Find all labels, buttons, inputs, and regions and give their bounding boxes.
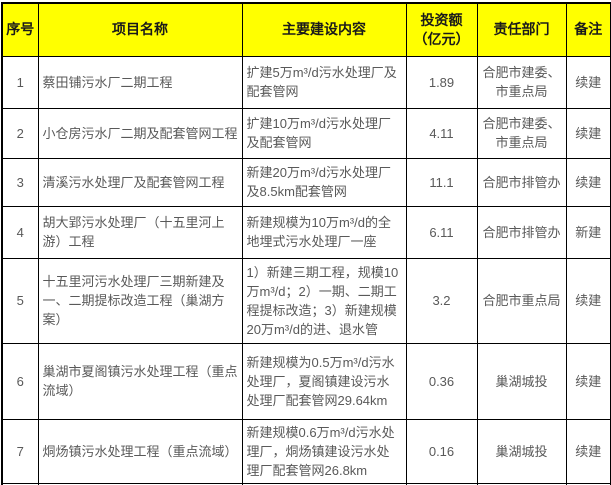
table-row: 3 清溪污水处理厂及配套管网工程 新建20万m³/d污水处理厂及8.5km配套管… (1, 157, 611, 207)
cell-project-name: 烔炀镇污水处理工程（重点流域） (37, 418, 243, 484)
cell-index: 4 (1, 205, 39, 259)
cell-remark: 续建 (565, 157, 611, 207)
table-row: 2 小仓房污水厂二期及配套管网工程 扩建10万m³/d污水处理厂及配套管网 4.… (1, 107, 611, 159)
cell-remark: 续建 (565, 418, 611, 484)
cell-investment: 0.36 (405, 342, 478, 420)
cell-remark: 续建 (565, 55, 611, 109)
header-construction-content: 主要建设内容 (241, 2, 407, 57)
cell-index: 3 (1, 157, 39, 207)
header-investment: 投资额 （亿元） (405, 2, 478, 57)
cell-department: 合肥市排管办 (476, 157, 567, 207)
cell-department: 巢湖城投 (476, 418, 567, 484)
table-row-cutoff (1, 482, 611, 485)
cell-investment: 1.89 (405, 55, 478, 109)
table-row: 6 巢湖市夏阁镇污水处理工程（重点流域） 新建规模为0.5万m³/d污水处理厂，… (1, 342, 611, 420)
cell-index: 2 (1, 107, 39, 159)
cell-construction-content: 新建规模为0.5万m³/d污水处理厂，夏阁镇建设污水处理厂配套管网29.64km (241, 342, 407, 420)
cell-index: 6 (1, 342, 39, 420)
cell-remark: 续建 (565, 257, 611, 344)
cell-investment: 6.11 (405, 205, 478, 259)
cell-project-name: 十五里河污水处理厂三期新建及一、二期提标改造工程（巢湖方案） (37, 257, 243, 344)
header-index: 序号 (1, 2, 39, 57)
header-project-name: 项目名称 (37, 2, 243, 57)
table-row: 7 烔炀镇污水处理工程（重点流域） 新建规模0.6万m³/d污水处理厂，烔炀镇建… (1, 418, 611, 484)
cell-project-name: 巢湖市夏阁镇污水处理工程（重点流域） (37, 342, 243, 420)
cell-department: 合肥市建委、市重点局 (476, 107, 567, 159)
table-row: 5 十五里河污水处理厂三期新建及一、二期提标改造工程（巢湖方案） 1）新建三期工… (1, 257, 611, 344)
cell-investment: 3.2 (405, 257, 478, 344)
cell-construction-content: 扩建10万m³/d污水处理厂及配套管网 (241, 107, 407, 159)
header-department: 责任部门 (476, 2, 567, 57)
cell-department: 巢湖城投 (476, 342, 567, 420)
cell-department: 合肥市排管办 (476, 205, 567, 259)
table-row: 4 胡大郢污水处理厂（十五里河上游）工程 新建规模为10万m³/d的全地埋式污水… (1, 205, 611, 259)
cell-investment: 0.16 (405, 418, 478, 484)
cell-project-name: 清溪污水处理厂及配套管网工程 (37, 157, 243, 207)
cell-construction-content: 新建20万m³/d污水处理厂及8.5km配套管网 (241, 157, 407, 207)
cell-investment: 4.11 (405, 107, 478, 159)
cell-index: 5 (1, 257, 39, 344)
cell-investment: 11.1 (405, 157, 478, 207)
cell-department: 合肥市重点局 (476, 257, 567, 344)
cell-project-name: 蔡田铺污水厂二期工程 (37, 55, 243, 109)
cell-construction-content: 扩建5万m³/d污水处理厂及配套管网 (241, 55, 407, 109)
cell-construction-content: 1）新建三期工程，规模10万m³/d；2）一期、二期工程提标改造；3）新建规模2… (241, 257, 407, 344)
cell-remark: 续建 (565, 107, 611, 159)
cell-construction-content: 新建规模0.6万m³/d污水处理厂，烔炀镇建设污水处理厂配套管网26.8km (241, 418, 407, 484)
cell-remark: 续建 (565, 342, 611, 420)
header-remark: 备注 (565, 2, 611, 57)
cell-index: 1 (1, 55, 39, 109)
cell-remark: 新建 (565, 205, 611, 259)
table-row: 1 蔡田铺污水厂二期工程 扩建5万m³/d污水处理厂及配套管网 1.89 合肥市… (1, 55, 611, 109)
cell-index: 7 (1, 418, 39, 484)
cell-construction-content: 新建规模为10万m³/d的全地埋式污水处理厂一座 (241, 205, 407, 259)
cell-project-name: 小仓房污水厂二期及配套管网工程 (37, 107, 243, 159)
cell-project-name: 胡大郢污水处理厂（十五里河上游）工程 (37, 205, 243, 259)
table-header-row: 序号 项目名称 主要建设内容 投资额 （亿元） 责任部门 备注 (1, 2, 611, 57)
cell-department: 合肥市建委、市重点局 (476, 55, 567, 109)
